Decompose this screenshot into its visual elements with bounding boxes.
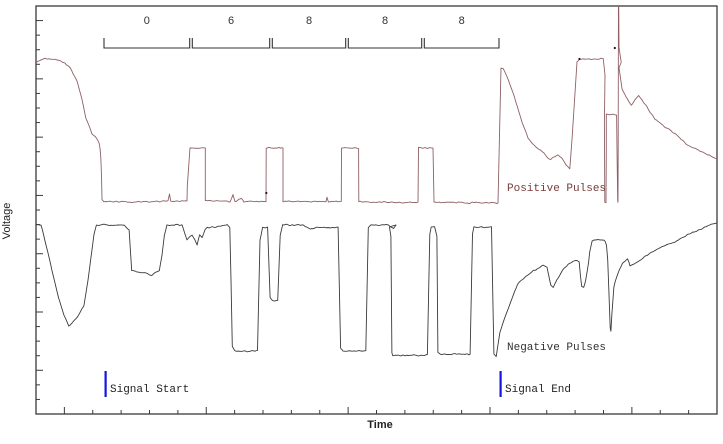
svg-text:8: 8 — [306, 15, 312, 27]
svg-text:Negative Pulses: Negative Pulses — [507, 342, 606, 354]
svg-text:Signal Start: Signal Start — [110, 384, 189, 396]
svg-text:Signal End: Signal End — [505, 384, 571, 396]
svg-text:6: 6 — [228, 15, 234, 27]
svg-text:Time: Time — [367, 419, 392, 431]
svg-text:8: 8 — [459, 15, 465, 27]
svg-text:Voltage: Voltage — [1, 203, 13, 240]
svg-text:Positive Pulses: Positive Pulses — [507, 183, 606, 195]
svg-text:8: 8 — [382, 15, 388, 27]
svg-text:0: 0 — [144, 15, 150, 27]
